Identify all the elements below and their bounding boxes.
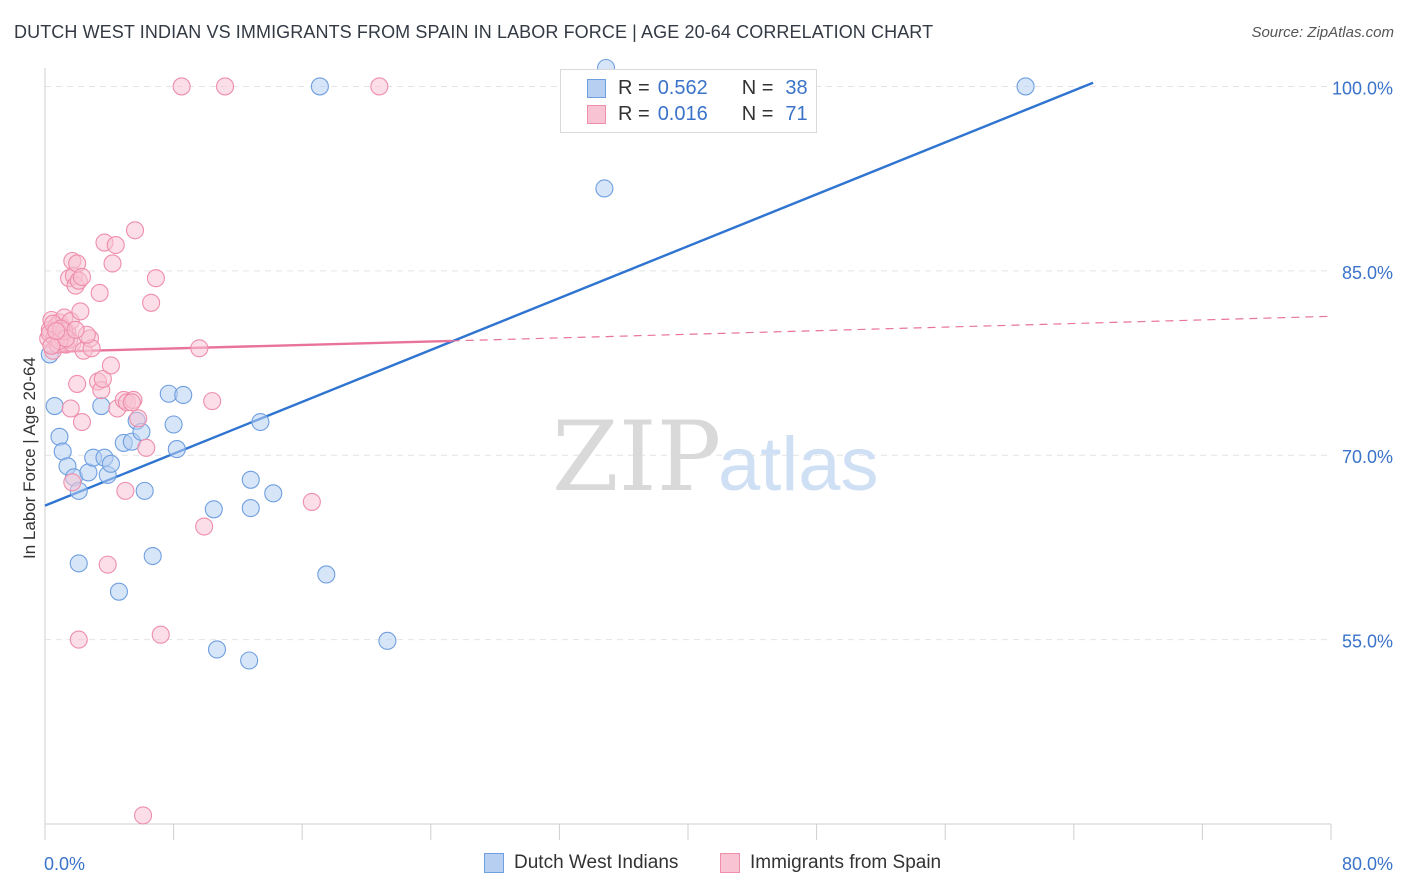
legend-n-value: 38 <box>785 76 808 99</box>
dutch-west-indian-point <box>50 427 69 446</box>
dutch-west-indian-point <box>174 385 193 405</box>
spain-immigrant-point <box>125 221 145 240</box>
watermark-atlas: atlas <box>718 422 879 507</box>
spain-immigrant-trend-line <box>451 315 1332 342</box>
legend-row-immigrants-from-spain: R = 0.016 N = 71 <box>587 102 808 126</box>
dutch-west-indian-point <box>1016 77 1035 96</box>
dutch-west-indian-point <box>164 415 183 434</box>
watermark-zip: ZIP <box>552 401 721 513</box>
spain-immigrant-point <box>93 369 112 389</box>
legend-r-label: R = <box>618 102 650 125</box>
spain-immigrant-point <box>71 302 90 321</box>
dutch-west-indian-point <box>109 582 128 601</box>
axes <box>44 68 1332 840</box>
spain-immigrant-point <box>203 392 222 411</box>
spain-immigrant-point <box>142 293 161 312</box>
legend-n-label: N = <box>741 76 774 99</box>
bottom-legend-label: Immigrants from Spain <box>750 852 942 873</box>
spain-immigrant-point <box>72 267 92 287</box>
spain-immigrant-point <box>90 283 109 303</box>
spain-immigrant-point <box>106 235 125 255</box>
legend-n-value: 71 <box>785 102 808 125</box>
dutch-west-indian-point <box>207 640 227 659</box>
spain-immigrant-point <box>122 393 141 412</box>
spain-immigrant-point <box>72 412 92 432</box>
dutch-west-indian-point <box>204 500 223 519</box>
spain-immigrant-point <box>47 322 66 341</box>
spain-immigrant-point <box>116 481 135 500</box>
bottom-legend-immigrants-from-spain: Immigrants from Spain <box>720 852 941 874</box>
data-points <box>39 58 1035 825</box>
spain-immigrant-point <box>134 806 153 825</box>
trend-lines <box>44 81 1332 507</box>
legend-n-label: N = <box>741 102 774 125</box>
x-tick-label: 80.0% <box>1342 854 1393 874</box>
spain-immigrant-point <box>146 269 165 288</box>
axis-labels: 55.0% 70.0% 85.0% 100.0% 0.0% 80.0% <box>44 78 1393 874</box>
dutch-west-indian-point <box>317 565 336 584</box>
bottom-legend-swatch-pink <box>720 853 740 873</box>
y-tick-label: 85.0% <box>1342 263 1393 283</box>
spain-immigrant-point <box>66 320 85 339</box>
bottom-legend-dutch-west-indians: Dutch West Indians <box>484 852 678 874</box>
spain-immigrant-point <box>61 399 80 418</box>
spain-immigrant-point <box>195 517 214 536</box>
legend-r-value: 0.562 <box>657 76 708 99</box>
dutch-west-indian-point <box>241 499 260 518</box>
legend-r-label: R = <box>618 76 650 99</box>
dutch-west-indian-point <box>143 546 162 566</box>
source-label: Source: ZipAtlas.com <box>1251 24 1394 41</box>
y-tick-label: 100.0% <box>1332 78 1393 98</box>
spain-immigrant-point <box>302 492 321 511</box>
legend-r-value: 0.016 <box>657 102 708 125</box>
spain-immigrant-point <box>172 77 191 96</box>
legend-swatch-pink <box>587 104 606 124</box>
chart-title: DUTCH WEST INDIAN VS IMMIGRANTS FROM SPA… <box>14 22 934 42</box>
dutch-west-indian-point <box>135 481 154 500</box>
spain-immigrant-point <box>69 630 88 649</box>
dutch-west-indian-point <box>101 454 120 473</box>
dutch-west-indian-point <box>595 179 614 198</box>
dutch-west-indian-point <box>264 484 283 503</box>
dutch-west-indian-point <box>92 396 111 416</box>
spain-immigrant-point <box>98 555 117 574</box>
spain-immigrant-point <box>370 77 389 96</box>
grid-lines <box>45 85 1331 641</box>
dutch-west-indian-point <box>45 396 64 416</box>
y-tick-label: 55.0% <box>1342 632 1393 652</box>
spain-immigrant-point <box>68 374 87 393</box>
spain-immigrant-point <box>103 254 122 273</box>
dutch-west-indian-point <box>241 470 260 489</box>
dutch-west-indian-trend-line <box>44 81 1094 507</box>
spain-immigrant-point <box>137 438 156 457</box>
spain-immigrant-point <box>151 625 170 644</box>
y-axis-title: In Labor Force | Age 20-64 <box>20 357 39 559</box>
spain-immigrant-trend-line <box>44 339 452 354</box>
legend-row-dutch-west-indians: R = 0.562 N = 38 <box>587 76 808 100</box>
spain-immigrant-point <box>215 77 235 96</box>
dutch-west-indian-point <box>310 77 329 96</box>
stats-legend: R = 0.562 N = 38 R = 0.016 N = 71 <box>560 69 817 133</box>
spain-immigrant-point <box>190 339 209 358</box>
bottom-legend-label: Dutch West Indians <box>514 852 679 873</box>
y-tick-label: 70.0% <box>1342 447 1393 467</box>
bottom-legend-swatch-blue <box>484 853 504 873</box>
dutch-west-indian-point <box>240 651 259 670</box>
spain-immigrant-point <box>129 409 148 428</box>
dutch-west-indian-point <box>69 554 88 573</box>
dutch-west-indian-point <box>167 440 186 459</box>
x-tick-label: 0.0% <box>44 854 85 874</box>
legend-swatch-blue <box>587 78 606 98</box>
spain-immigrant-point <box>101 356 120 375</box>
dutch-west-indian-point <box>378 631 397 650</box>
spain-immigrant-point <box>63 473 82 492</box>
dutch-west-indian-point <box>251 412 270 432</box>
